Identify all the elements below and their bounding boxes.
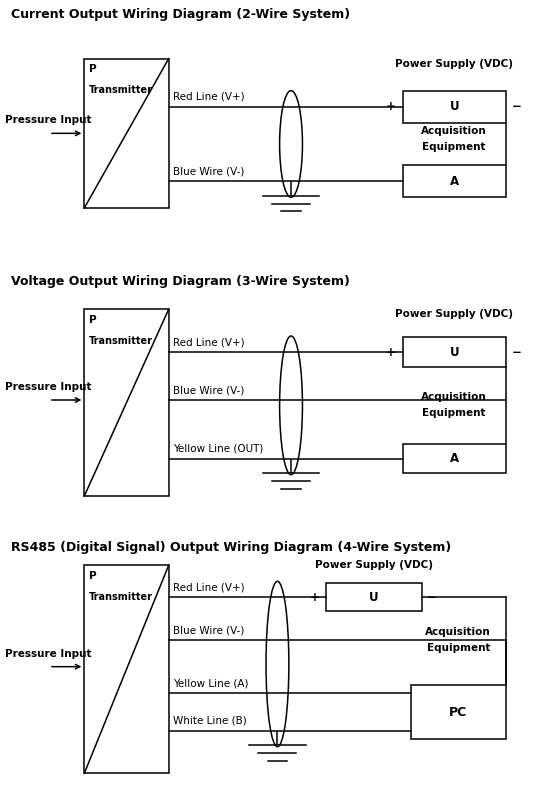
Text: Transmitter: Transmitter xyxy=(89,592,153,602)
Text: P: P xyxy=(89,570,96,581)
Text: PC: PC xyxy=(449,706,467,718)
Text: Pressure Input: Pressure Input xyxy=(5,649,92,658)
Text: Acquisition: Acquisition xyxy=(422,392,487,402)
Text: +: + xyxy=(386,100,396,113)
Text: P: P xyxy=(89,314,96,325)
Text: Red Line (V+): Red Line (V+) xyxy=(173,338,245,347)
Text: +: + xyxy=(310,591,320,604)
Bar xyxy=(326,583,422,611)
Text: U: U xyxy=(449,100,459,113)
Bar xyxy=(84,566,169,774)
Text: Equipment: Equipment xyxy=(423,408,486,418)
Text: −: − xyxy=(427,591,437,604)
Text: Yellow Line (A): Yellow Line (A) xyxy=(173,678,249,689)
Text: P: P xyxy=(89,64,96,74)
Bar xyxy=(403,90,506,122)
Text: Blue Wire (V-): Blue Wire (V-) xyxy=(173,386,244,395)
Bar xyxy=(403,338,506,366)
Text: Equipment: Equipment xyxy=(426,643,490,653)
Bar xyxy=(84,310,169,496)
Text: Transmitter: Transmitter xyxy=(89,86,153,95)
Bar xyxy=(403,444,506,474)
Text: White Line (B): White Line (B) xyxy=(173,716,247,726)
Text: Current Output Wiring Diagram (2-Wire System): Current Output Wiring Diagram (2-Wire Sy… xyxy=(11,8,350,21)
Text: Equipment: Equipment xyxy=(423,142,486,152)
Text: Power Supply (VDC): Power Supply (VDC) xyxy=(315,560,433,570)
Text: Transmitter: Transmitter xyxy=(89,336,153,346)
Text: A: A xyxy=(450,175,459,188)
Text: Red Line (V+): Red Line (V+) xyxy=(173,582,245,593)
Text: Red Line (V+): Red Line (V+) xyxy=(173,92,245,102)
Text: RS485 (Digital Signal) Output Wiring Diagram (4-Wire System): RS485 (Digital Signal) Output Wiring Dia… xyxy=(11,542,451,554)
Text: Yellow Line (OUT): Yellow Line (OUT) xyxy=(173,444,263,454)
Text: −: − xyxy=(511,100,521,113)
Text: Acquisition: Acquisition xyxy=(422,126,487,136)
Bar xyxy=(411,686,506,738)
Text: Pressure Input: Pressure Input xyxy=(5,115,92,126)
Text: A: A xyxy=(450,452,459,465)
Text: Power Supply (VDC): Power Supply (VDC) xyxy=(395,58,513,69)
Text: Blue Wire (V-): Blue Wire (V-) xyxy=(173,166,244,177)
Text: Pressure Input: Pressure Input xyxy=(5,382,92,392)
Text: Voltage Output Wiring Diagram (3-Wire System): Voltage Output Wiring Diagram (3-Wire Sy… xyxy=(11,274,350,288)
Text: Blue Wire (V-): Blue Wire (V-) xyxy=(173,626,244,635)
Text: U: U xyxy=(449,346,459,358)
Text: +: + xyxy=(386,346,396,358)
Bar xyxy=(403,166,506,198)
Text: −: − xyxy=(511,346,521,358)
Text: Power Supply (VDC): Power Supply (VDC) xyxy=(395,310,513,319)
Text: Acquisition: Acquisition xyxy=(425,627,491,637)
Text: U: U xyxy=(369,591,379,604)
Bar xyxy=(84,58,169,208)
